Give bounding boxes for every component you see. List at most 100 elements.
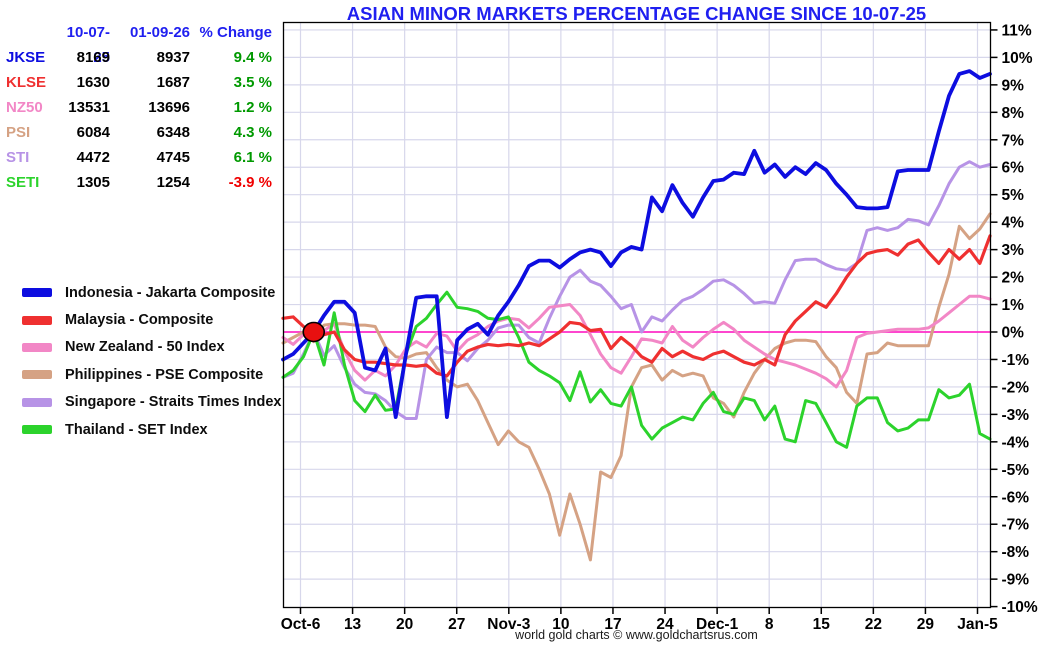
change-value: 9.4 % — [233, 49, 272, 66]
end-value: 8937 — [156, 49, 190, 66]
change-value: 4.3 % — [233, 124, 272, 141]
y-axis-label: -3% — [1002, 407, 1030, 424]
x-axis-label: 13 — [344, 616, 362, 633]
end-value: 6348 — [156, 124, 190, 141]
x-axis-label: 20 — [396, 616, 413, 633]
index-table: 10-07-25 01-09-26 % Change JKSE 8169 8937 9… — [6, 20, 272, 195]
x-axis-label: Jan-5 — [957, 616, 998, 633]
y-axis-label: -1% — [1002, 352, 1030, 369]
end-value: 4745 — [156, 149, 190, 166]
x-axis-label: 24 — [656, 616, 674, 633]
plot-border — [282, 21, 992, 609]
y-axis-label: -4% — [1002, 434, 1030, 451]
series-line-nz50 — [281, 294, 992, 389]
x-axis-label: 29 — [917, 616, 935, 633]
legend-swatch-nz50 — [22, 342, 52, 352]
chart-legend: Indonesia - Jakarta Composite Malaysia - … — [22, 279, 282, 443]
y-axis-label: 5% — [1002, 187, 1025, 204]
y-axis-label: -8% — [1002, 544, 1030, 561]
y-axis-label: 1% — [1002, 297, 1025, 314]
legend-item: Indonesia - Jakarta Composite — [22, 279, 282, 306]
x-axis-label: Oct-6 — [281, 616, 321, 633]
x-axis-label: 22 — [865, 616, 882, 633]
y-axis-label: -9% — [1002, 572, 1030, 589]
symbol-label: PSI — [6, 124, 31, 141]
table-header-start-date: 10-07-25 — [66, 24, 110, 66]
x-axis-label: 27 — [448, 616, 465, 633]
table-row: NZ50 13531 13696 1.2 % — [6, 95, 272, 120]
change-value: -3.9 % — [228, 174, 272, 191]
change-value: 1.2 % — [233, 99, 272, 116]
legend-item: Malaysia - Composite — [22, 306, 282, 333]
table-header-row: 10-07-25 01-09-26 % Change — [6, 20, 272, 66]
legend-label: New Zealand - 50 Index — [65, 339, 225, 356]
symbol-label: KLSE — [6, 74, 47, 91]
table-row: JKSE 8169 8937 9.4 % — [6, 45, 272, 70]
y-axis-label: 11% — [1002, 22, 1032, 39]
y-axis-label: 6% — [1002, 160, 1025, 177]
series-line-klse — [281, 234, 992, 378]
y-axis-label: 2% — [1002, 270, 1025, 287]
legend-label: Philippines - PSE Composite — [65, 366, 264, 383]
change-value: 6.1 % — [233, 149, 272, 166]
table-header-end-date: 01-09-26 — [129, 24, 190, 41]
y-axis-label: 9% — [1002, 77, 1025, 94]
symbol-label: NZ50 — [6, 99, 43, 116]
change-value: 3.5 % — [233, 74, 272, 91]
start-value: 8169 — [76, 49, 110, 66]
legend-item: New Zealand - 50 Index — [22, 334, 282, 361]
y-axis-label: -7% — [1002, 517, 1030, 534]
symbol-label: SETI — [6, 174, 40, 191]
end-value: 1687 — [156, 74, 190, 91]
legend-swatch-sti — [22, 397, 52, 407]
legend-swatch-jkse — [22, 288, 52, 298]
x-axis-label: 10 — [552, 616, 569, 633]
legend-label: Malaysia - Composite — [65, 312, 214, 329]
y-axis-label: 4% — [1002, 215, 1025, 232]
y-axis-label: 7% — [1002, 132, 1025, 149]
y-axis-label: 8% — [1002, 105, 1025, 122]
x-axis-label: Dec-1 — [696, 616, 739, 633]
x-axis-label: 17 — [604, 616, 621, 633]
y-axis-label: -2% — [1002, 379, 1030, 396]
legend-swatch-seti — [22, 425, 52, 435]
y-axis-label: -6% — [1002, 489, 1030, 506]
symbol-label: STI — [6, 149, 30, 166]
start-value: 13531 — [68, 99, 110, 116]
symbol-label: JKSE — [6, 49, 46, 66]
end-value: 1254 — [156, 174, 190, 191]
legend-label: Thailand - SET Index — [65, 421, 208, 438]
plot-background — [283, 22, 991, 608]
legend-swatch-psi — [22, 370, 52, 380]
start-value: 6084 — [76, 124, 110, 141]
y-axis-label: 3% — [1002, 242, 1025, 259]
legend-label: Indonesia - Jakarta Composite — [65, 284, 276, 301]
x-axis-label: 15 — [813, 616, 831, 633]
series-line-jkse — [281, 69, 992, 420]
table-row: KLSE 1630 1687 3.5 % — [6, 70, 272, 95]
legend-swatch-klse — [22, 315, 52, 325]
table-row: PSI 6084 6348 4.3 % — [6, 120, 272, 145]
legend-item: Singapore - Straits Times Index — [22, 389, 282, 416]
start-value: 1305 — [76, 174, 110, 191]
x-axis-label: Nov-3 — [487, 616, 530, 633]
index-table-rows: JKSE 8169 8937 9.4 % KLSE 1630 1687 3.5 % NZ50 13… — [6, 45, 272, 195]
table-row: SETI 1305 1254 -3.9 % — [6, 170, 272, 195]
legend-item: Philippines - PSE Composite — [22, 361, 282, 388]
y-axis-label: -5% — [1002, 462, 1030, 479]
table-header-change: % Change — [199, 24, 272, 41]
start-marker-dot — [302, 321, 326, 343]
table-row: STI 4472 4745 6.1 % — [6, 145, 272, 170]
end-value: 13696 — [148, 99, 190, 116]
x-axis-label: 8 — [765, 616, 774, 633]
page-title: ASIAN MINOR MARKETS PERCENTAGE CHANGE SI… — [346, 3, 927, 24]
legend-item: Thailand - SET Index — [22, 416, 282, 443]
footer-credit: world gold charts © www.goldchartsrus.co… — [515, 628, 758, 642]
y-axis-label: 0% — [1002, 325, 1025, 342]
series-line-sti — [281, 160, 992, 420]
y-axis-label: -10% — [1002, 599, 1038, 616]
start-value: 1630 — [76, 74, 110, 91]
legend-label: Singapore - Straits Times Index — [65, 394, 282, 411]
